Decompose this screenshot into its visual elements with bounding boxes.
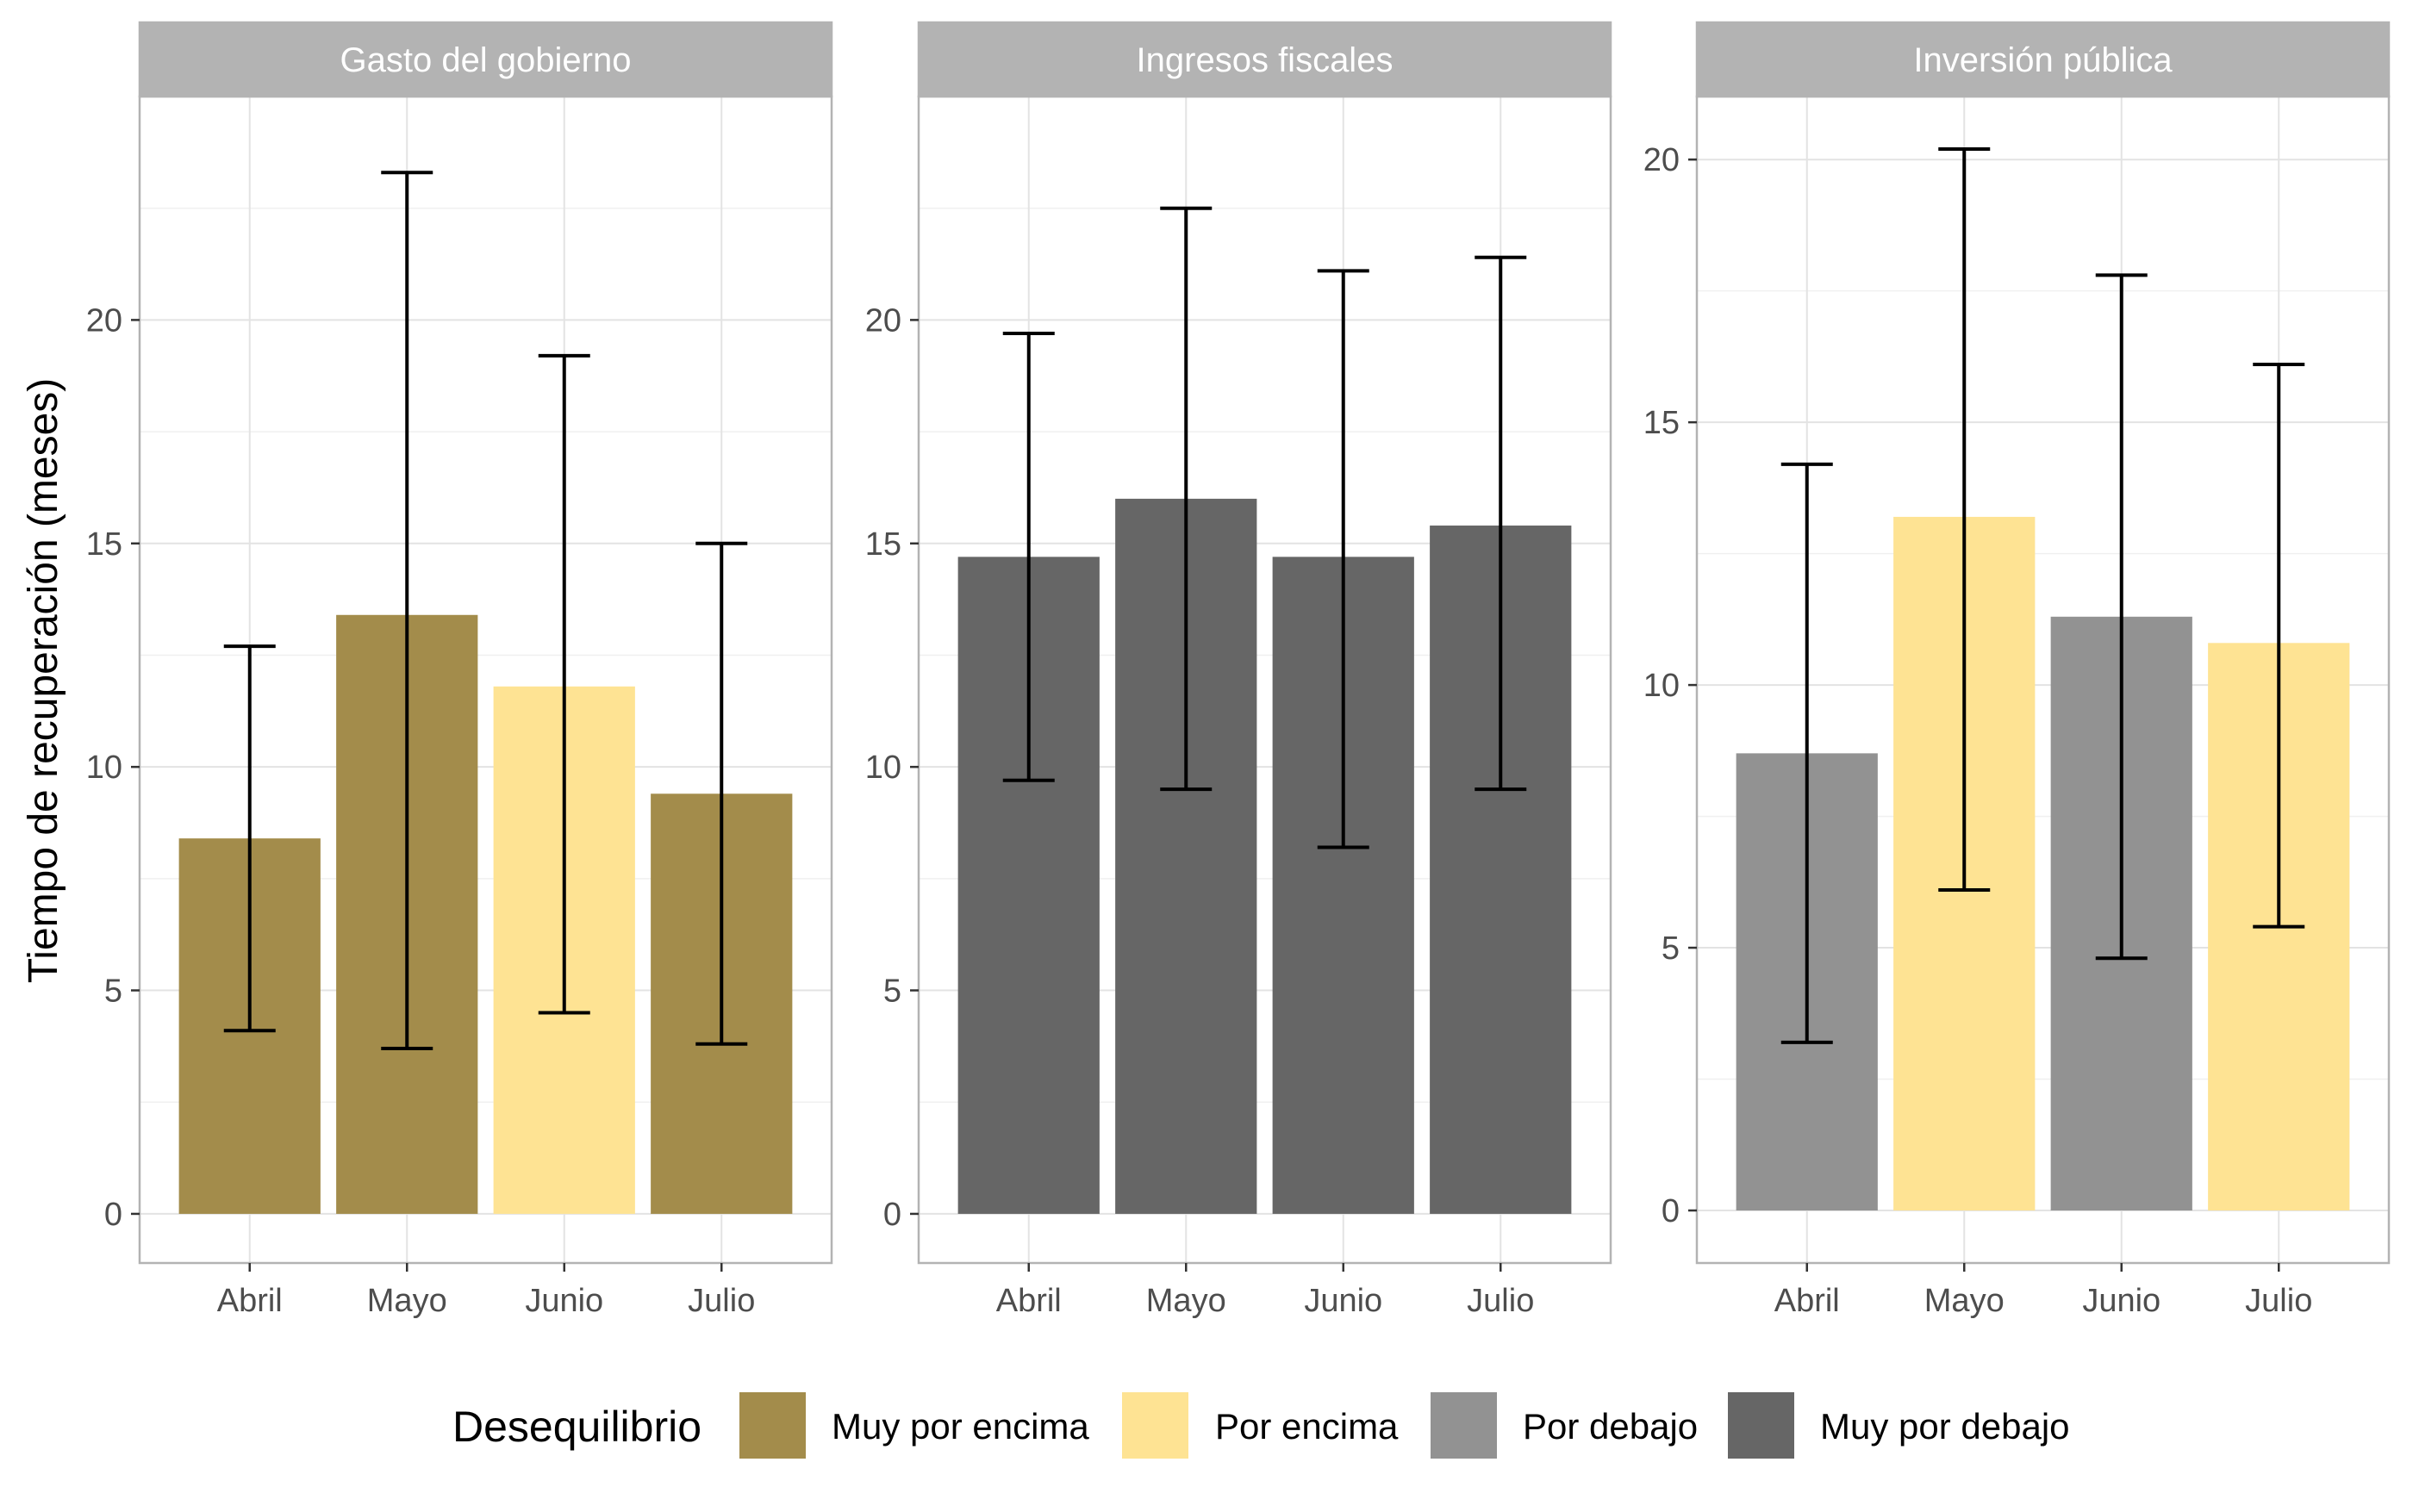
- facet-strip: [138, 21, 833, 98]
- x-tick-label: Junio: [2082, 1283, 2160, 1319]
- x-tick-label: Junio: [1304, 1283, 1382, 1319]
- x-tick-label: Julio: [688, 1283, 755, 1319]
- y-tick-label: 15: [865, 526, 901, 563]
- legend-label: Muy por debajo: [1820, 1406, 2070, 1447]
- x-tick-label: Abril: [996, 1283, 1062, 1319]
- legend-key: [1728, 1392, 1794, 1459]
- facet-strip: [917, 21, 1612, 98]
- facet-title: Gasto del gobierno: [340, 41, 631, 79]
- facet-title: Inversión pública: [1913, 41, 2173, 79]
- legend-key: [1122, 1392, 1188, 1459]
- y-tick-label: 10: [1643, 668, 1680, 704]
- y-tick-label: 15: [1643, 405, 1680, 441]
- y-tick-label: 20: [1643, 142, 1680, 178]
- y-tick-label: 5: [883, 974, 901, 1010]
- facet-strip: [1695, 21, 2391, 98]
- y-tick-label: 0: [883, 1197, 901, 1233]
- legend-key: [739, 1392, 806, 1459]
- facet-title: Ingresos fiscales: [1137, 41, 1394, 79]
- legend-label: Por encima: [1215, 1406, 1399, 1447]
- y-tick-label: 5: [104, 974, 122, 1010]
- x-tick-label: Julio: [1467, 1283, 1534, 1319]
- legend-title: Desequilibrio: [452, 1403, 701, 1451]
- x-tick-label: Abril: [217, 1283, 283, 1319]
- y-tick-label: 5: [1662, 930, 1680, 967]
- x-tick-label: Junio: [525, 1283, 603, 1319]
- x-tick-label: Mayo: [1146, 1283, 1226, 1319]
- x-tick-label: Abril: [1774, 1283, 1840, 1319]
- legend-key: [1431, 1392, 1497, 1459]
- y-tick-label: 10: [86, 750, 122, 786]
- y-tick-label: 10: [865, 750, 901, 786]
- legend-label: Muy por encima: [832, 1406, 1089, 1447]
- y-tick-label: 20: [86, 302, 122, 339]
- y-tick-label: 15: [86, 526, 122, 563]
- y-tick-label: 0: [104, 1197, 122, 1233]
- y-axis-title: Tiempo de recuperación (meses): [21, 378, 66, 984]
- x-tick-label: Mayo: [1924, 1283, 2005, 1319]
- y-tick-label: 20: [865, 302, 901, 339]
- y-tick-label: 0: [1662, 1193, 1680, 1229]
- x-tick-label: Mayo: [367, 1283, 447, 1319]
- x-tick-label: Julio: [2245, 1283, 2312, 1319]
- legend-label: Por debajo: [1523, 1406, 1698, 1447]
